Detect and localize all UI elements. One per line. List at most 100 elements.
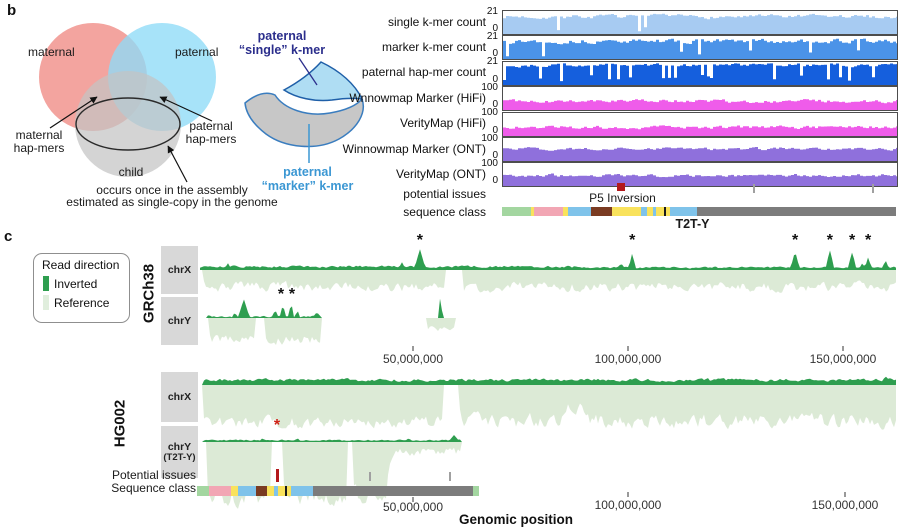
track-chart-6 xyxy=(502,162,898,188)
hg002-chry-label: chrY xyxy=(167,440,192,453)
sequence-class-segment xyxy=(562,207,568,216)
track-ymax-0: 21 xyxy=(486,5,498,17)
coverage-area xyxy=(503,173,897,187)
marker-kmer-label-line1: paternal xyxy=(283,165,332,179)
issue-tick xyxy=(753,184,755,193)
anomaly-asterisk: * xyxy=(277,286,285,303)
bottom-label-100m: 100,000,000 xyxy=(594,498,662,512)
issue-tick xyxy=(449,472,451,481)
track-label-4: VerityMap (HiFi) xyxy=(399,116,486,131)
track-ymin-5: 0 xyxy=(492,150,498,161)
paternal-hapmers-arrow xyxy=(159,96,213,122)
sequence-class-segment xyxy=(590,207,613,216)
grch38-group-label: GRCh38 xyxy=(140,263,158,324)
hg002-chry-coverage-chart xyxy=(200,435,896,509)
grch38-chry-box: chrY xyxy=(161,297,198,345)
anomaly-asterisk: * xyxy=(416,232,424,249)
sequence-class-segment xyxy=(530,207,534,216)
venn-and-kmer-diagram xyxy=(39,23,364,183)
sequence-class-segment xyxy=(231,486,238,496)
hg002-chry-box: chrY (T2T-Y) xyxy=(161,426,198,478)
sequence-class-segment xyxy=(533,207,563,216)
track-chart-3 xyxy=(502,86,898,112)
track-ymin-2: 0 xyxy=(492,73,498,85)
hg002-chry-sublabel: (T2T-Y) xyxy=(163,451,196,463)
coverage-area xyxy=(200,270,896,293)
legend-reference-label: Reference xyxy=(54,295,110,310)
venn-child-label: child xyxy=(118,165,144,179)
reference-swatch xyxy=(43,295,49,310)
venn-caption-line2: estimated as single-copy in the genome xyxy=(66,195,278,209)
coverage-area xyxy=(503,147,897,161)
single-copy-ellipse xyxy=(75,97,181,151)
track-ymax-3: 100 xyxy=(481,81,498,93)
coverage-area xyxy=(200,435,896,442)
sequence-class-segment xyxy=(237,486,256,496)
sequence-class-segment xyxy=(652,207,656,216)
grch38-chry-label: chrY xyxy=(167,314,192,327)
track-ymax-2: 21 xyxy=(486,56,498,68)
bottom-tick-50m xyxy=(412,497,414,502)
axis-label-150m: 150,000,000 xyxy=(809,352,877,366)
p5-inversion-marker xyxy=(617,183,625,191)
bottom-tick-100m xyxy=(627,492,629,497)
sequence-class-segment xyxy=(666,207,671,216)
t2t-y-label: T2T-Y xyxy=(675,217,710,231)
legend-title: Read direction xyxy=(42,258,120,272)
sequence-class-segment xyxy=(663,207,667,216)
hg002-chrx-coverage-chart xyxy=(200,376,896,430)
anomaly-asterisk: * xyxy=(865,232,872,249)
sequence-class-segment xyxy=(696,207,896,216)
sequence-class-label-c: Sequence class xyxy=(111,481,196,495)
track-label-0: single k-mer count xyxy=(387,14,486,29)
issue-tick xyxy=(872,184,874,193)
sequence-class-segment xyxy=(208,486,232,496)
legend-item-inverted: Inverted xyxy=(43,276,129,291)
track-ymin-1: 0 xyxy=(492,48,498,60)
sequence-class-segment xyxy=(473,486,479,496)
potential-issues-label-b: potential issues xyxy=(403,187,486,201)
axis-label-50m: 50,000,000 xyxy=(382,352,444,366)
track-ymax-6: 100 xyxy=(481,157,498,169)
sequence-class-segment xyxy=(255,486,268,496)
paternal-marker-kmer-label: paternal “marker” k-mer xyxy=(245,165,370,193)
coverage-area xyxy=(200,298,896,318)
hg002-chrx-label: chrX xyxy=(167,390,192,403)
p5-inversion-label: P5 Inversion xyxy=(589,191,656,205)
sequence-class-segment xyxy=(612,207,641,216)
anomaly-asterisk: * xyxy=(629,232,636,249)
read-direction-legend: Read direction Inverted Reference xyxy=(33,253,130,323)
single-kmer-connector xyxy=(298,57,318,86)
inverted-swatch xyxy=(43,276,49,291)
sequence-class-segment xyxy=(641,207,647,216)
grch38-chrx-label: chrX xyxy=(167,263,192,276)
coverage-area xyxy=(200,376,896,385)
sequence-class-bar-c xyxy=(197,486,479,496)
coverage-area xyxy=(503,63,897,85)
bottom-tick-150m xyxy=(844,492,846,497)
legend-inverted-label: Inverted xyxy=(54,276,98,291)
anomaly-asterisk: * xyxy=(273,417,281,434)
sequence-class-segment xyxy=(278,486,285,496)
paternal-single-kmer-label: paternal “single” k-mer xyxy=(228,29,336,57)
track-chart-4 xyxy=(502,111,898,137)
coverage-area xyxy=(503,38,897,60)
hg002-chrx-box: chrX xyxy=(161,372,198,422)
track-ymax-1: 21 xyxy=(486,30,498,42)
sequence-class-segment xyxy=(567,207,591,216)
potential-issue-red-tick xyxy=(276,469,279,482)
track-label-3: Wnnowmap Marker (HiFi) xyxy=(349,90,486,105)
sequence-class-segment xyxy=(502,207,531,216)
maternal-hapmers-arrow xyxy=(49,96,98,129)
track-label-5: Winnowmap Marker (ONT) xyxy=(342,141,486,156)
marker-kmer-label-line2: “marker” k-mer xyxy=(261,179,354,193)
track-label-6: VerityMap (ONT) xyxy=(395,166,486,181)
sequence-class-segment xyxy=(655,207,664,216)
hg002-group-label: HG002 xyxy=(111,399,129,448)
grch38-chrx-box: chrX xyxy=(161,246,198,294)
child-circle xyxy=(75,71,181,177)
sequence-class-segment xyxy=(267,486,275,496)
sequence-class-segment xyxy=(284,486,287,496)
maternal-hapmers-label: maternal hap-mers xyxy=(13,128,65,155)
